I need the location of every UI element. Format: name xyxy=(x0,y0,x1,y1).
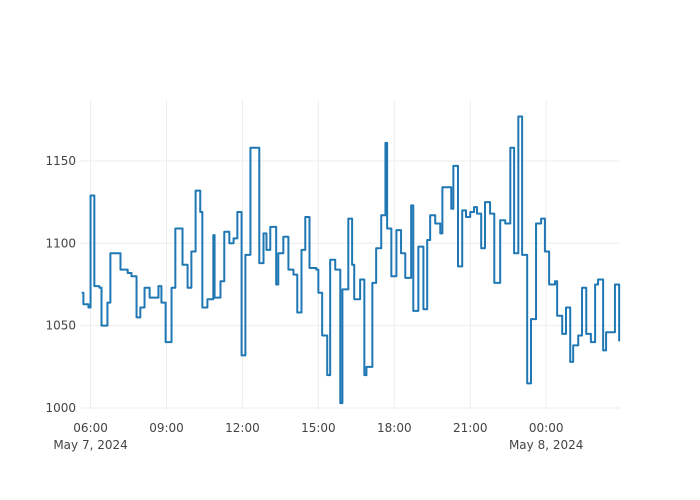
x-tick-label: 09:00 xyxy=(149,421,184,435)
x-tick-date-label: May 7, 2024 xyxy=(53,438,127,452)
y-axis-ticks: 1000 1050 1100 1150 xyxy=(45,154,76,415)
x-tick-date-label: May 8, 2024 xyxy=(509,438,583,452)
x-tick-label: 21:00 xyxy=(453,421,488,435)
x-tick-label: 06:00 xyxy=(73,421,108,435)
x-axis-ticks: 06:00 May 7, 2024 09:00 12:00 15:00 18:00 21:0… xyxy=(53,421,583,452)
x-tick-label: 18:00 xyxy=(377,421,412,435)
x-tick-label: 12:00 xyxy=(225,421,260,435)
x-tick-label: 15:00 xyxy=(301,421,336,435)
y-tick-label: 1000 xyxy=(45,401,76,415)
series-line xyxy=(81,115,621,405)
x-tick-label: 00:00 xyxy=(529,421,564,435)
y-tick-label: 1100 xyxy=(45,236,76,250)
gridlines xyxy=(80,100,620,410)
y-tick-label: 1050 xyxy=(45,319,76,333)
y-tick-label: 1150 xyxy=(45,154,76,168)
